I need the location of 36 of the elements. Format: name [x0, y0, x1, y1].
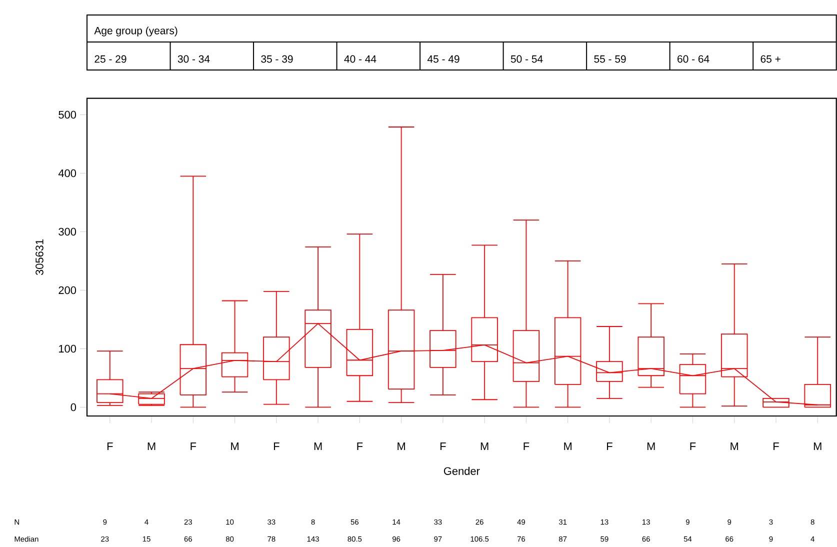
text: Age group (years) [94, 26, 178, 36]
text: 25 - 29 [94, 55, 126, 63]
x-tick-label: F [357, 442, 363, 450]
text: 50 - 54 [510, 55, 543, 63]
y-tick-label: 400 [58, 169, 76, 178]
y-tick-label: 200 [58, 286, 76, 294]
x-tick-label: F [107, 442, 113, 450]
text: 55 - 59 [594, 55, 626, 63]
x-tick-label: M [814, 442, 822, 450]
x-tick-label: M [231, 442, 238, 450]
x-tick-label: M [647, 442, 655, 450]
y-axis-title: 305631 [36, 239, 44, 276]
x-axis-title: Gender [444, 466, 480, 475]
x-tick-label: M [480, 442, 488, 450]
text: 65 + [760, 55, 780, 63]
x-tick-label: M [564, 442, 572, 450]
y-tick-label: 100 [59, 344, 76, 353]
x-tick-label: F [690, 442, 696, 450]
x-tick-label: M [148, 442, 156, 450]
text: 60 - 64 [678, 55, 710, 63]
y-tick-label: 500 [58, 110, 76, 119]
text: 35 - 39 [261, 55, 293, 63]
y-tick-label: 0 [70, 403, 76, 412]
text: 45 - 49 [427, 55, 460, 63]
x-tick-label: F [274, 442, 280, 450]
x-tick-label: M [398, 442, 405, 450]
x-tick-label: F [774, 442, 779, 450]
x-tick-label: M [314, 442, 322, 450]
x-tick-label: F [190, 442, 196, 450]
x-tick-label: M [730, 442, 738, 450]
x-tick-label: F [607, 442, 612, 450]
x-tick-label: F [440, 442, 446, 450]
y-tick-label: 300 [58, 228, 76, 236]
text: 40 - 44 [344, 55, 376, 63]
text: 30 - 34 [178, 55, 210, 63]
x-tick-label: F [524, 442, 530, 450]
